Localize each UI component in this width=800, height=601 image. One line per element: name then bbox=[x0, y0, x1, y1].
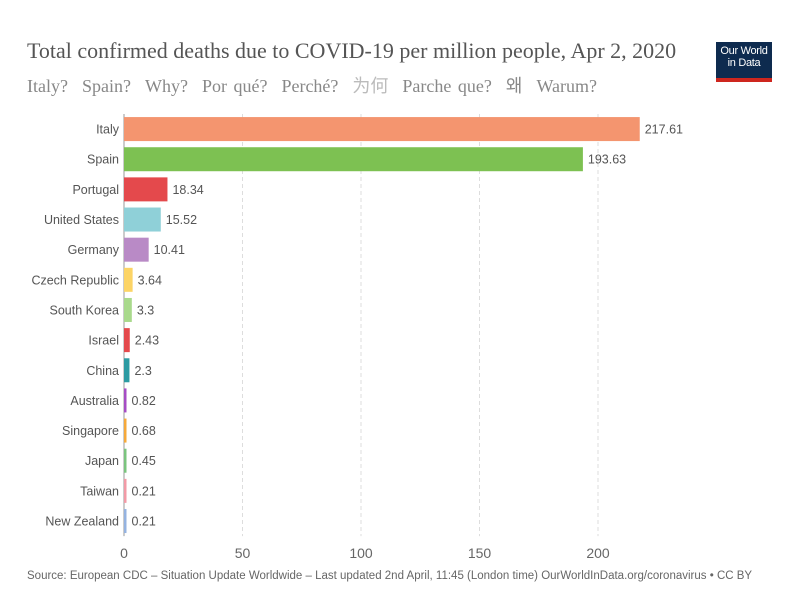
category-label: Japan bbox=[85, 454, 119, 468]
link-perche[interactable]: Perché? bbox=[281, 76, 339, 96]
bar-new-zealand bbox=[124, 509, 127, 534]
value-label: 0.21 bbox=[132, 515, 156, 529]
bar-australia bbox=[124, 388, 127, 413]
x-tick-label: 200 bbox=[586, 545, 610, 561]
link-spain[interactable]: Spain? bbox=[81, 76, 131, 96]
category-label: Taiwan bbox=[80, 484, 119, 498]
link-why[interactable]: Why? bbox=[144, 76, 188, 96]
category-label: United States bbox=[44, 213, 119, 227]
value-label: 15.52 bbox=[166, 213, 197, 227]
bar-taiwan bbox=[124, 478, 127, 503]
x-tick-label: 0 bbox=[120, 545, 128, 561]
value-label: 193.63 bbox=[588, 153, 626, 167]
value-label: 0.68 bbox=[132, 424, 156, 438]
category-label: Italy bbox=[96, 123, 120, 137]
value-label: 18.34 bbox=[172, 183, 203, 197]
value-label: 0.21 bbox=[132, 484, 156, 498]
bar-united-states bbox=[124, 207, 161, 232]
x-tick-label: 100 bbox=[349, 545, 373, 561]
value-label: 0.82 bbox=[132, 394, 156, 408]
link-por-que[interactable]: Por qué? bbox=[201, 76, 268, 96]
value-label: 3.64 bbox=[138, 273, 162, 287]
value-label: 10.41 bbox=[154, 243, 185, 257]
bar-singapore bbox=[124, 418, 127, 443]
x-tick-label: 150 bbox=[468, 545, 492, 561]
link-warum[interactable]: Warum? bbox=[536, 76, 597, 96]
bar-south-korea bbox=[124, 297, 132, 322]
category-label: Germany bbox=[68, 243, 120, 257]
bar-japan bbox=[124, 448, 127, 473]
link-italy[interactable]: Italy? bbox=[27, 76, 68, 96]
x-tick-label: 50 bbox=[235, 545, 251, 561]
category-label: Israel bbox=[88, 334, 119, 348]
category-label: New Zealand bbox=[45, 515, 119, 529]
bar-portugal bbox=[124, 177, 168, 202]
bar-czech-republic bbox=[124, 267, 133, 292]
category-label: South Korea bbox=[50, 303, 120, 317]
source-note: Source: European CDC – Situation Update … bbox=[27, 570, 753, 582]
value-label: 217.61 bbox=[645, 123, 683, 137]
category-label: Czech Republic bbox=[31, 273, 119, 287]
value-label: 0.45 bbox=[132, 454, 156, 468]
bar-israel bbox=[124, 328, 130, 353]
value-label: 3.3 bbox=[137, 303, 154, 317]
bar-italy bbox=[124, 117, 640, 142]
value-label: 2.3 bbox=[134, 364, 151, 378]
bar-spain bbox=[124, 147, 583, 172]
chart-title: Total confirmed deaths due to COVID-19 p… bbox=[27, 38, 677, 63]
value-label: 2.43 bbox=[135, 334, 159, 348]
category-label: China bbox=[86, 364, 119, 378]
logo-line2: in Data bbox=[727, 57, 761, 69]
link-chinese[interactable]: 为何 bbox=[352, 76, 389, 96]
subtitle-links: Italy? Spain? Why? Por qué? Perché? 为何 Parche … bbox=[27, 72, 611, 98]
link-parche-que[interactable]: Parche que? bbox=[402, 76, 492, 96]
category-label: Spain bbox=[87, 153, 119, 167]
category-label: Singapore bbox=[62, 424, 119, 438]
category-label: Portugal bbox=[72, 183, 119, 197]
logo-line1: Our World bbox=[720, 45, 768, 57]
link-korean[interactable]: 왜 bbox=[505, 76, 523, 96]
bar-china bbox=[124, 358, 130, 383]
category-label: Australia bbox=[70, 394, 119, 408]
bar-germany bbox=[124, 237, 149, 262]
owid-logo[interactable]: Our World in Data bbox=[716, 42, 772, 82]
